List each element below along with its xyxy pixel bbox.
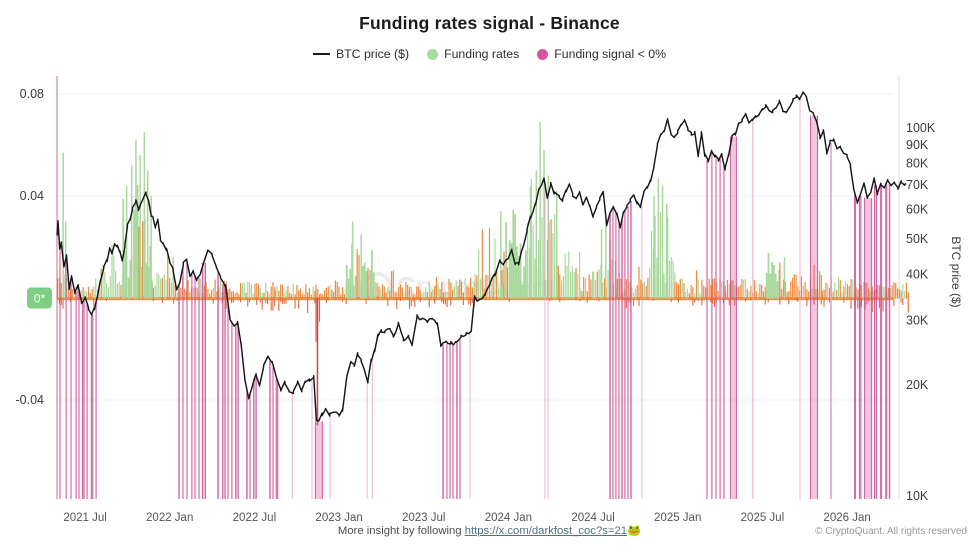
right-axis-tick: 20K (906, 378, 929, 392)
right-axis: 100K 90K 80K 70K 60K 50K 40K 30K 20K 10K BTC price… (906, 121, 963, 503)
left-axis: 0.08 0.04 -0.04 0* (16, 87, 52, 407)
right-axis-tick: 40K (906, 267, 929, 281)
x-axis-tick: 2023 Jul (402, 512, 445, 524)
zero-badge (27, 287, 52, 309)
x-axis-tick: 2024 Jul (571, 512, 614, 524)
right-axis-title: BTC price ($) (949, 236, 963, 307)
zero-badge-label: 0* (34, 292, 46, 306)
x-axis: 2021 Jul 2022 Jan 2022 Jul 2023 Jan 2023 Jul… (63, 512, 870, 524)
x-axis-tick: 2026 Jan (823, 512, 870, 524)
legend-item-funding-signal: Funding signal < 0% (537, 47, 666, 61)
right-axis-tick: 90K (906, 138, 929, 152)
right-axis-tick: 30K (906, 313, 929, 327)
btc-price-line-swatch (312, 52, 330, 56)
left-axis-tick: -0.04 (16, 393, 45, 407)
x-axis-tick: 2023 Jan (315, 512, 362, 524)
legend: BTC price ($) Funding rates Funding sign… (0, 47, 979, 61)
left-axis-tick: 0.04 (20, 189, 44, 203)
legend-label-btc-price: BTC price ($) (335, 47, 410, 61)
footer-insight: More insight by following https://x.com/… (0, 524, 979, 537)
page-title: Funding rates signal - Binance (359, 13, 620, 33)
right-axis-tick: 80K (906, 157, 929, 171)
x-axis-tick: 2022 Jul (233, 512, 276, 524)
x-axis-tick: 2024 Jan (485, 512, 532, 524)
x-axis-tick: 2021 Jul (63, 512, 106, 524)
signal-bands (56, 76, 891, 500)
funding-rates-dot-icon (427, 48, 439, 60)
legend-label-funding-rates: Funding rates (444, 47, 520, 61)
right-axis-tick: 70K (906, 178, 929, 192)
x-axis-tick: 2025 Jul (741, 512, 784, 524)
funding-signal-dot-icon (537, 48, 549, 60)
legend-item-funding-rates: Funding rates (427, 47, 519, 61)
insight-text: More insight by following (337, 525, 465, 537)
btc-price-line (56, 91, 907, 422)
right-axis-tick: 10K (906, 489, 929, 503)
x-axis-tick: 2025 Jan (654, 512, 701, 524)
right-axis-tick: 50K (906, 232, 929, 246)
left-axis-tick: 0.08 (20, 87, 44, 101)
right-axis-tick: 60K (906, 203, 929, 217)
insight-link[interactable]: https://x.com/darkfost_coc?s=21 (464, 525, 628, 537)
x-axis-tick: 2022 Jan (146, 512, 193, 524)
frog-emoji-icon: 🐸 (627, 525, 642, 537)
legend-item-btc-price: BTC price ($) (312, 47, 410, 61)
right-axis-tick: 100K (906, 121, 936, 135)
funding-bars (57, 122, 909, 426)
legend-label-funding-signal: Funding signal < 0% (554, 47, 667, 61)
btc-price-path (56, 91, 907, 422)
copyright-notice: © CryptoQuant. All rights reserved (815, 526, 967, 537)
